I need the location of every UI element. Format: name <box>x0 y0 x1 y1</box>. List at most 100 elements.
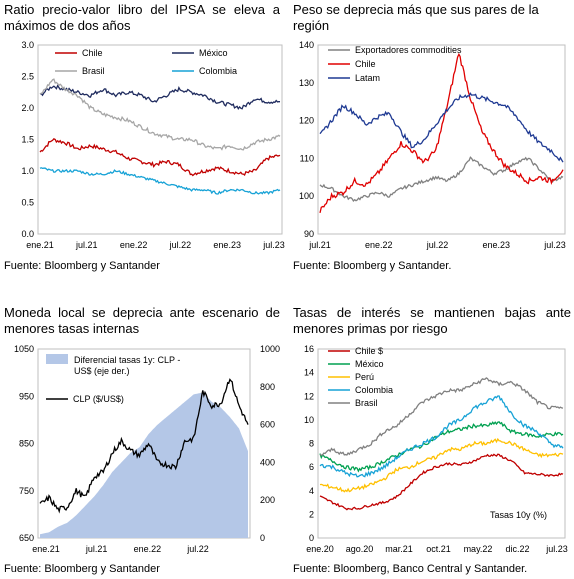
legend-label: Brasil <box>355 398 378 408</box>
panel2-source: Fuente: Bloomberg y Santander. <box>293 260 452 272</box>
x-tick-label: ene.22 <box>365 240 393 250</box>
y-tick-label: 120 <box>299 116 314 126</box>
x-tick-label: ene.20 <box>306 544 334 554</box>
legend-label: Brasil <box>82 66 105 76</box>
legend-label: Perú <box>355 372 374 382</box>
legend-label: Exportadores commodities <box>355 45 462 55</box>
x-tick-label: ago.20 <box>346 544 374 554</box>
series-line <box>319 453 564 511</box>
legend-label: Colombia <box>355 385 393 395</box>
x-tick-label: jul.22 <box>426 240 449 250</box>
legend-label: US$ (eje der.) <box>74 366 130 376</box>
x-tick-label: jul.23 <box>262 240 285 250</box>
x-tick-label: ene.23 <box>213 240 241 250</box>
series-line <box>39 137 281 177</box>
y-tick-label: 2.5 <box>21 72 34 82</box>
series-line <box>319 156 564 203</box>
legend-label: Colombia <box>199 66 237 76</box>
x-tick-label: dic.22 <box>505 544 529 554</box>
panel4-title: Tasas de interés se mantienen bajas ante… <box>293 305 571 336</box>
y-tick-label: 12 <box>304 391 314 401</box>
series-line <box>319 92 564 163</box>
panel3-title: Moneda local se deprecia ante escenario … <box>4 305 280 336</box>
y-tick-label: 0 <box>309 533 314 543</box>
y-tick-label: 950 <box>19 391 34 401</box>
y-tick-label: 1.0 <box>21 166 34 176</box>
y-tick-label: 1050 <box>14 344 34 354</box>
y-tick-label: 0.5 <box>21 198 34 208</box>
y-tick-label: 90 <box>304 229 314 239</box>
x-tick-label: jul.21 <box>75 240 98 250</box>
y-tick-label: 130 <box>299 78 314 88</box>
series-line <box>319 437 564 493</box>
y-tick-label: 8 <box>309 439 314 449</box>
x-tick-label: mar.21 <box>385 544 413 554</box>
legend-label: Chile <box>355 59 376 69</box>
y-tick-label: 2 <box>309 509 314 519</box>
y2-tick-label: 400 <box>260 457 275 467</box>
y-tick-label: 140 <box>299 40 314 50</box>
panel4-source: Fuente: Bloomberg, Banco Central y Santa… <box>293 563 528 575</box>
legend-label: CLP ($/US$) <box>73 394 124 404</box>
y-tick-label: 650 <box>19 533 34 543</box>
y2-tick-label: 800 <box>260 382 275 392</box>
panel2-title: Peso se deprecia más que sus pares de la… <box>293 2 539 33</box>
x-tick-label: jul.22 <box>169 240 192 250</box>
series-line <box>39 78 281 151</box>
x-tick-label: jul.21 <box>85 544 108 554</box>
y-tick-label: 110 <box>300 153 314 163</box>
x-tick-label: ene.23 <box>482 240 510 250</box>
legend-label: Chile <box>82 48 103 58</box>
x-tick-label: jul.23 <box>545 544 568 554</box>
legend-label: México <box>355 359 384 369</box>
y2-tick-label: 0 <box>260 533 265 543</box>
x-tick-label: oct.21 <box>426 544 451 554</box>
series-line <box>39 167 281 195</box>
x-tick-label: ene.22 <box>120 240 148 250</box>
y-tick-label: 850 <box>19 439 34 449</box>
y-tick-label: 2.0 <box>21 103 34 113</box>
y-tick-label: 16 <box>304 344 314 354</box>
series-line <box>39 378 249 514</box>
x-tick-label: ene.21 <box>26 240 54 250</box>
series-line <box>39 84 281 110</box>
panel3-source: Fuente: Bloomberg y Santander <box>4 563 160 575</box>
y-tick-label: 6 <box>309 462 314 472</box>
legend-label: México <box>199 48 228 58</box>
panel1-source: Fuente: Bloomberg y Santander <box>4 260 160 272</box>
y-tick-label: 0.0 <box>21 229 34 239</box>
x-tick-label: jul.22 <box>186 544 209 554</box>
y2-tick-label: 1000 <box>260 344 280 354</box>
y-tick-label: 100 <box>299 191 314 201</box>
legend-swatch <box>46 354 68 364</box>
y2-tick-label: 600 <box>260 420 275 430</box>
y-tick-label: 3.0 <box>21 40 34 50</box>
series-line <box>319 377 564 456</box>
y-tick-label: 1.5 <box>21 135 34 145</box>
legend-label: Chile $ <box>355 346 383 356</box>
x-tick-label: ene.22 <box>134 544 162 554</box>
y-tick-label: 10 <box>304 415 314 425</box>
y-tick-label: 4 <box>309 486 314 496</box>
y2-tick-label: 200 <box>260 495 275 505</box>
x-tick-label: jul.23 <box>543 240 566 250</box>
legend-label: Latam <box>355 73 380 83</box>
chart-annotation: Tasas 10y (%) <box>490 510 547 520</box>
series-line <box>319 421 564 473</box>
plot-frame <box>37 44 283 235</box>
y-tick-label: 14 <box>304 368 314 378</box>
y-tick-label: 750 <box>19 486 34 496</box>
x-tick-label: may.22 <box>464 544 493 554</box>
panel1-title: Ratio precio-valor libro del IPSA se ele… <box>4 2 280 33</box>
plot-frame <box>317 348 566 539</box>
x-tick-label: jul.21 <box>308 240 331 250</box>
x-tick-label: ene.21 <box>32 544 60 554</box>
series-line <box>319 395 564 478</box>
plot-frame <box>317 44 566 235</box>
legend-label: Diferencial tasas 1y: CLP - <box>74 355 180 365</box>
series-line <box>319 52 564 214</box>
